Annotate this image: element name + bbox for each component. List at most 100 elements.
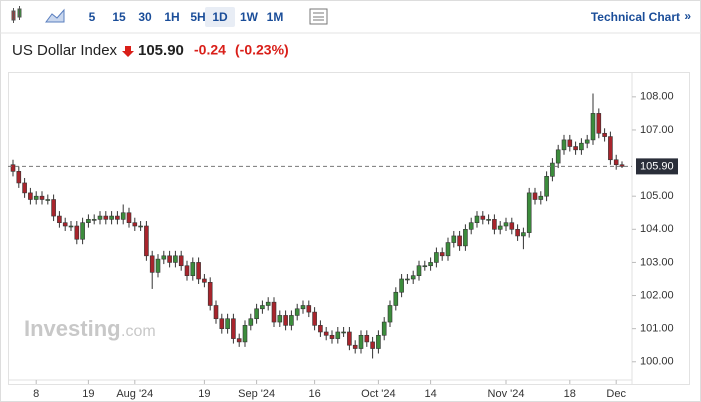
- candle-body: [532, 192, 538, 200]
- candle-body: [364, 334, 370, 343]
- candle-body: [207, 282, 213, 306]
- candle-body: [590, 113, 596, 141]
- x-tick-label: 14: [424, 388, 436, 400]
- candle-body: [155, 258, 161, 273]
- candle-body: [294, 308, 300, 316]
- candle-body: [416, 265, 422, 276]
- x-tick-label: Aug '24: [116, 388, 153, 400]
- candle-body: [358, 334, 364, 349]
- watermark-suffix: .com: [121, 323, 156, 340]
- change-percent: (-0.23%): [235, 42, 289, 58]
- candle-body: [62, 222, 68, 227]
- x-tick-label: 19: [82, 388, 94, 400]
- candle-body: [613, 159, 619, 166]
- candle-body: [480, 215, 486, 220]
- x-tick-label: 16: [308, 388, 320, 400]
- candle-body: [428, 262, 433, 267]
- candle-body: [33, 195, 39, 200]
- y-tick-label: 101.00: [640, 323, 674, 335]
- candle-body: [231, 318, 236, 339]
- candle-body: [283, 315, 288, 326]
- candle-body: [254, 308, 259, 320]
- candle-body: [335, 331, 341, 339]
- watermark: Investing: [24, 316, 121, 341]
- area-icon[interactable]: [45, 8, 65, 23]
- candle-body: [492, 219, 497, 230]
- x-tick-label: Sep '24: [238, 388, 275, 400]
- x-tick-label: 8: [33, 388, 39, 400]
- candle-body: [555, 149, 561, 164]
- interval-button[interactable]: 30: [138, 10, 152, 24]
- candle-body: [149, 255, 155, 273]
- candle-body: [399, 278, 404, 293]
- y-tick-label: 103.00: [640, 256, 674, 268]
- y-tick-label: 100.00: [640, 356, 674, 368]
- interval-button[interactable]: 1D: [212, 10, 228, 24]
- candle-body: [387, 305, 393, 323]
- candle-body: [306, 305, 312, 313]
- candle-body: [10, 164, 16, 172]
- candle-body: [213, 305, 219, 320]
- candle-body: [370, 341, 375, 349]
- candle-body: [120, 212, 126, 220]
- candle-body: [126, 212, 132, 223]
- candle-body: [608, 136, 613, 161]
- candle-body: [103, 215, 109, 220]
- candle-body: [97, 215, 103, 220]
- down-arrow: [122, 46, 134, 57]
- candle-body: [178, 255, 184, 267]
- candle-body: [474, 215, 480, 223]
- candle-body: [579, 142, 584, 151]
- candle-body: [260, 305, 265, 310]
- interval-button[interactable]: 5H: [190, 10, 205, 24]
- interval-button[interactable]: 15: [112, 10, 126, 24]
- candle-body: [109, 215, 114, 220]
- x-tick-label: 18: [564, 388, 576, 400]
- candle-body: [445, 242, 451, 257]
- candle-body: [422, 265, 428, 268]
- instrument-title: US Dollar Index: [12, 42, 118, 59]
- candle-body: [515, 229, 520, 237]
- link-arrow[interactable]: »: [684, 9, 691, 23]
- y-tick-label: 107.00: [640, 124, 674, 136]
- x-tick-label: Dec: [606, 388, 626, 400]
- candle-body: [376, 334, 381, 349]
- candle-body: [550, 162, 555, 177]
- interval-button[interactable]: 5: [89, 10, 96, 24]
- candle-icon[interactable]: [11, 6, 22, 23]
- settings-icon[interactable]: [309, 8, 328, 25]
- candle-body: [39, 195, 45, 200]
- plot: 100.00 101.00 102.00 103.00 104.00 105.00 107.…: [8, 91, 678, 400]
- candle-body: [74, 225, 80, 240]
- candle-body: [91, 219, 97, 221]
- candle-body: [323, 331, 329, 336]
- y-tick-label: 102.00: [640, 289, 674, 301]
- candle-body: [271, 301, 277, 323]
- candle-body: [225, 318, 230, 329]
- y-tick-label: 104.00: [640, 223, 674, 235]
- interval-buttons: 5 15 30 1H 5H 1D 1W 1M: [89, 10, 284, 24]
- candle-body: [300, 305, 306, 310]
- candle-body: [619, 164, 625, 167]
- candle-body: [497, 225, 503, 230]
- candle-body: [486, 219, 491, 221]
- candle-body: [312, 311, 317, 326]
- candle-body: [509, 222, 515, 230]
- candle-body: [347, 331, 352, 346]
- candle-body: [68, 225, 74, 228]
- active-interval-bg: [205, 7, 235, 27]
- interval-button[interactable]: 1W: [240, 10, 259, 24]
- candle-body: [318, 325, 323, 333]
- candle-body: [329, 334, 335, 339]
- plot-frame: [8, 72, 690, 385]
- interval-button[interactable]: 1H: [164, 10, 179, 24]
- candle-body: [57, 215, 62, 223]
- price: 105.90: [138, 42, 184, 59]
- change: -0.24: [194, 42, 226, 58]
- interval-button[interactable]: 1M: [267, 10, 284, 24]
- candle-body: [602, 132, 607, 137]
- candle-body: [80, 222, 85, 240]
- x-tick-label: Nov '24: [488, 388, 525, 400]
- technical-chart-link[interactable]: Technical Chart: [591, 10, 680, 24]
